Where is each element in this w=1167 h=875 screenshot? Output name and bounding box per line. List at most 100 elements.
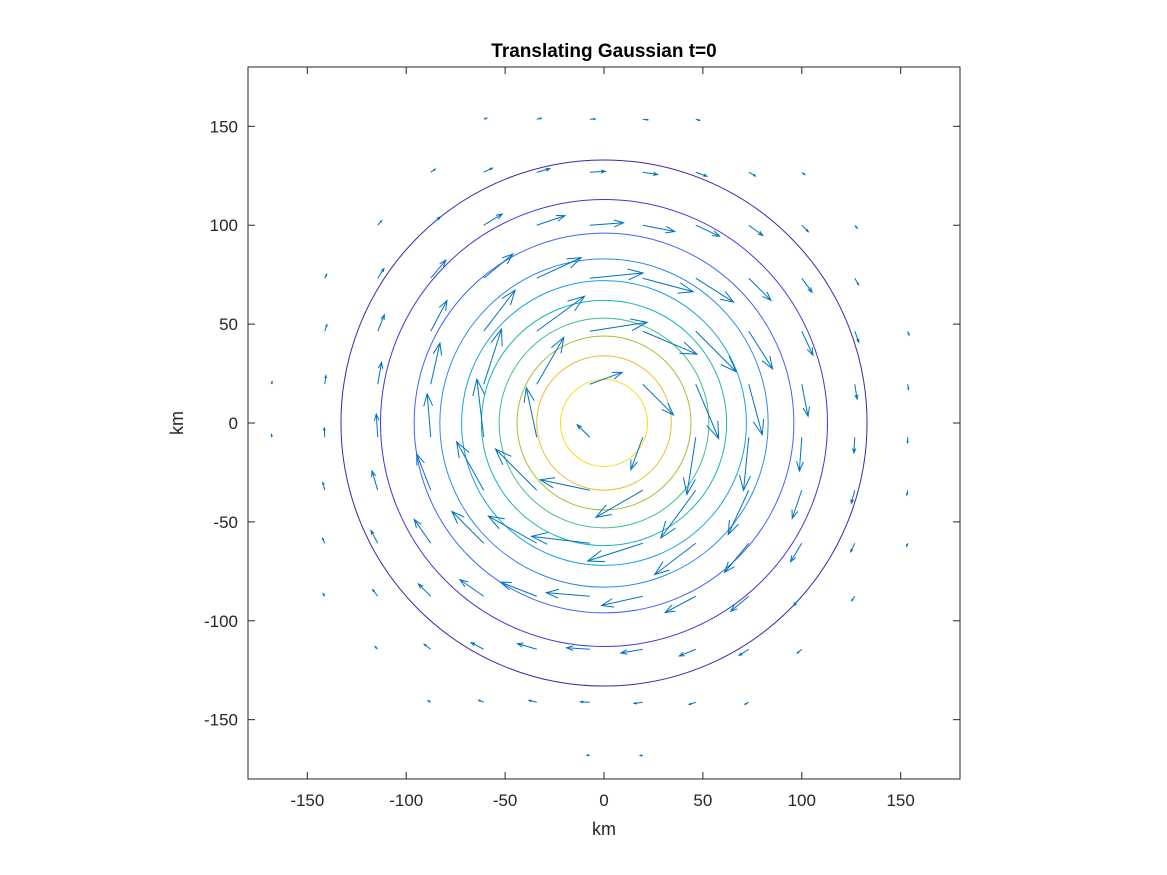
velocity-arrow	[729, 595, 750, 613]
velocity-arrow	[458, 578, 485, 597]
velocity-arrow	[536, 214, 567, 226]
velocity-arrow	[371, 588, 379, 597]
velocity-arrow	[536, 117, 543, 120]
velocity-arrow	[472, 377, 486, 438]
velocity-arrow	[430, 341, 443, 385]
velocity-arrow	[600, 595, 643, 608]
velocity-arrow	[748, 384, 765, 437]
velocity-arrow	[324, 374, 327, 385]
velocity-arrow	[527, 699, 537, 703]
velocity-arrow	[594, 489, 644, 518]
velocity-arrow	[630, 437, 644, 472]
contour-line	[439, 258, 769, 588]
velocity-arrow	[906, 490, 909, 497]
x-tick-label: -100	[389, 791, 423, 810]
chart-title: Translating Gaussian t=0	[491, 41, 716, 62]
contour-lines	[340, 159, 868, 687]
velocity-arrow	[469, 641, 484, 650]
velocity-arrow	[494, 447, 538, 491]
x-axis-label: km	[592, 819, 616, 839]
contour-line	[498, 317, 710, 529]
x-tick-label: 150	[886, 791, 914, 810]
velocity-arrow	[695, 224, 721, 237]
velocity-arrow	[576, 423, 591, 438]
velocity-arrow	[791, 490, 803, 520]
velocity-arrow	[739, 437, 751, 492]
velocity-arrow	[589, 318, 649, 332]
x-tick-label: 0	[599, 791, 608, 810]
y-axis-ticks: -150 -100 -50 0 50 100 150	[204, 117, 960, 730]
contour-line	[516, 335, 692, 511]
contour-line	[559, 378, 649, 468]
velocity-arrow	[907, 384, 910, 391]
y-tick-label: 150	[210, 117, 238, 136]
velocity-arrow	[455, 440, 485, 491]
velocity-arrow	[523, 386, 538, 438]
velocity-arrow	[589, 219, 625, 228]
velocity-arrow	[695, 384, 720, 440]
velocity-arrow	[371, 469, 379, 491]
velocity-arrow	[374, 645, 379, 650]
velocity-arrow	[450, 510, 485, 544]
velocity-arrow	[483, 117, 489, 120]
y-tick-label: -50	[213, 513, 238, 532]
velocity-arrow	[483, 288, 517, 332]
velocity-arrow	[748, 224, 764, 237]
velocity-arrow	[370, 529, 379, 544]
velocity-arrow	[801, 224, 810, 233]
velocity-arrow	[743, 701, 750, 705]
velocity-arrow	[801, 171, 806, 176]
velocity-arrow	[270, 380, 273, 385]
velocity-arrow	[585, 754, 590, 757]
velocity-arrow	[536, 336, 565, 385]
velocity-arrow	[619, 648, 643, 655]
velocity-arrow	[416, 452, 432, 491]
velocity-arrow	[483, 327, 503, 385]
velocity-arrow	[850, 490, 856, 505]
velocity-arrow	[322, 481, 326, 491]
velocity-arrow	[565, 645, 590, 652]
velocity-arrow	[536, 257, 583, 279]
velocity-arrow	[642, 277, 695, 294]
velocity-arrow	[413, 518, 432, 544]
velocity-arrow	[483, 253, 515, 279]
y-tick-label: -150	[204, 711, 238, 730]
velocity-arrow	[589, 268, 645, 281]
velocity-arrow	[801, 277, 813, 294]
velocity-arrow	[377, 360, 384, 385]
velocity-arrow	[373, 412, 380, 438]
velocity-arrow	[792, 595, 803, 607]
velocity-arrow	[906, 437, 909, 445]
velocity-arrow	[850, 595, 856, 602]
velocity-arrow	[796, 437, 804, 473]
velocity-arrow	[727, 490, 750, 536]
velocity-arrow	[642, 330, 699, 355]
velocity-arrow	[322, 592, 326, 597]
velocity-arrow	[801, 331, 814, 357]
velocity-arrow	[377, 219, 383, 226]
velocity-arrow	[695, 171, 709, 177]
velocity-arrow	[499, 581, 537, 597]
velocity-arrow	[737, 648, 750, 657]
velocity-arrow	[748, 171, 757, 177]
contour-line	[380, 199, 828, 647]
velocity-arrow	[695, 118, 702, 121]
velocity-arrow	[642, 118, 650, 121]
velocity-arrow	[687, 701, 696, 705]
velocity-arrow	[682, 437, 697, 497]
velocity-arrow	[579, 700, 590, 704]
velocity-arrow	[324, 273, 328, 279]
velocity-arrow	[536, 167, 552, 173]
velocity-arrow	[850, 543, 856, 554]
velocity-arrow	[906, 543, 909, 548]
velocity-arrow	[852, 437, 857, 455]
velocity-arrow	[748, 330, 774, 371]
axes-box	[247, 66, 961, 780]
y-tick-label: -100	[204, 612, 238, 631]
velocity-arrow	[423, 643, 432, 650]
velocity-arrow	[642, 383, 675, 416]
velocity-arrow	[678, 648, 696, 657]
velocity-arrow	[642, 224, 677, 234]
velocity-arrow	[483, 213, 504, 226]
velocity-arrow	[907, 331, 910, 337]
